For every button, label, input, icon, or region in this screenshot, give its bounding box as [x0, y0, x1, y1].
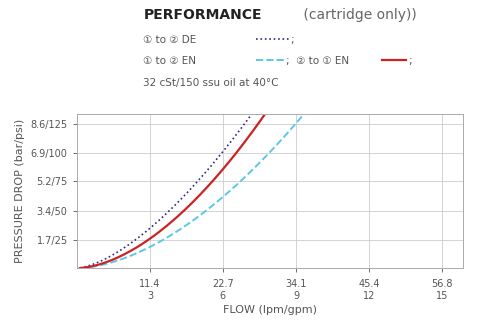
Text: 22.7
6: 22.7 6 [212, 279, 234, 301]
Text: 56.8
15: 56.8 15 [432, 279, 453, 301]
Text: ;: ; [291, 35, 294, 45]
X-axis label: FLOW (lpm/gpm): FLOW (lpm/gpm) [223, 305, 317, 315]
Text: ① to ② EN: ① to ② EN [143, 56, 200, 66]
Text: (cartridge only)): (cartridge only)) [299, 8, 416, 22]
Text: 11.4
3: 11.4 3 [140, 279, 161, 301]
Text: ;  ② to ① EN: ; ② to ① EN [286, 56, 352, 66]
Text: ① to ② DE: ① to ② DE [143, 35, 200, 45]
Text: 45.4
12: 45.4 12 [358, 279, 380, 301]
Text: PERFORMANCE: PERFORMANCE [143, 8, 262, 22]
Text: 34.1
9: 34.1 9 [285, 279, 307, 301]
Y-axis label: PRESSURE DROP (bar/psi): PRESSURE DROP (bar/psi) [15, 119, 25, 263]
Text: ;: ; [408, 56, 412, 66]
Text: 32 cSt/150 ssu oil at 40°C: 32 cSt/150 ssu oil at 40°C [143, 78, 279, 87]
